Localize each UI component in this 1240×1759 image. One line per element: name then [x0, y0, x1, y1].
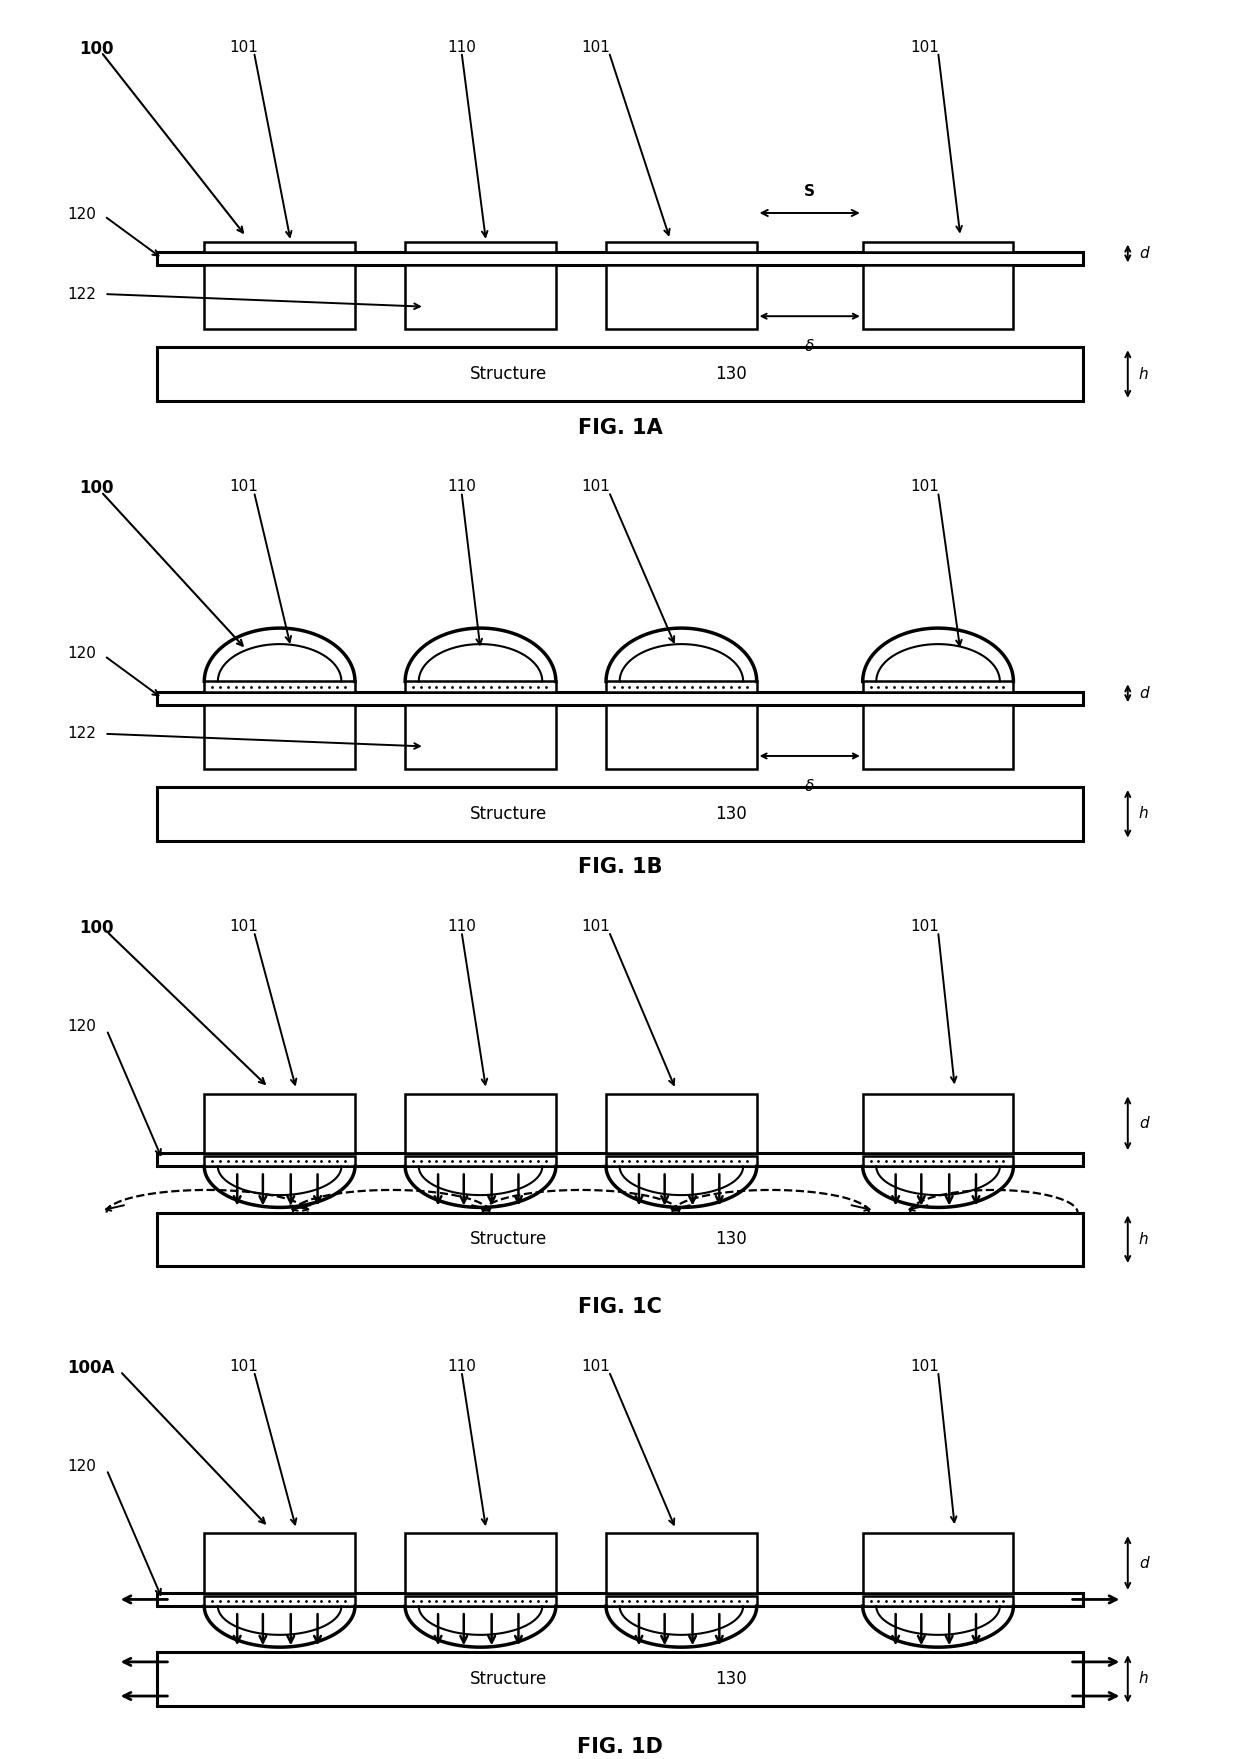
Text: 130: 130 — [715, 806, 746, 823]
Text: 101: 101 — [910, 918, 939, 934]
Bar — [205, 681, 355, 691]
Bar — [156, 1594, 1084, 1606]
Bar — [606, 705, 756, 769]
Text: 100: 100 — [79, 918, 113, 938]
Text: d: d — [1140, 686, 1148, 700]
Text: 110: 110 — [448, 1360, 476, 1374]
Text: h: h — [1140, 806, 1148, 821]
Bar — [863, 266, 1013, 329]
Bar — [863, 1595, 1013, 1606]
Text: 101: 101 — [229, 40, 258, 55]
Bar — [606, 241, 756, 252]
Text: 101: 101 — [580, 1360, 610, 1374]
Bar — [405, 705, 556, 769]
Text: 120: 120 — [67, 1458, 97, 1474]
Bar — [205, 1094, 355, 1154]
Bar — [606, 681, 756, 691]
Text: h: h — [1140, 1231, 1148, 1247]
Text: d: d — [1140, 1555, 1148, 1571]
Bar — [405, 1534, 556, 1594]
Text: 110: 110 — [448, 480, 476, 494]
Bar — [863, 1156, 1013, 1166]
Bar — [405, 681, 556, 691]
Bar — [156, 1154, 1084, 1166]
Text: Structure: Structure — [470, 1669, 548, 1689]
Bar — [205, 705, 355, 769]
Text: 100: 100 — [79, 480, 113, 498]
Bar — [205, 1595, 355, 1606]
Text: 101: 101 — [229, 918, 258, 934]
Text: δ: δ — [805, 339, 815, 354]
Text: 110: 110 — [448, 40, 476, 55]
Text: 122: 122 — [67, 726, 97, 741]
Bar — [205, 1534, 355, 1594]
Text: 101: 101 — [910, 1360, 939, 1374]
Text: Structure: Structure — [470, 806, 548, 823]
Text: δ: δ — [805, 779, 815, 793]
Text: 101: 101 — [229, 480, 258, 494]
Text: 101: 101 — [580, 480, 610, 494]
Bar — [156, 691, 1084, 705]
Bar — [863, 705, 1013, 769]
Text: 101: 101 — [229, 1360, 258, 1374]
Bar — [156, 348, 1084, 401]
Text: FIG. 1C: FIG. 1C — [578, 1296, 662, 1317]
Text: 100: 100 — [79, 40, 113, 58]
Bar — [205, 266, 355, 329]
Text: S: S — [805, 183, 815, 199]
Bar — [405, 1595, 556, 1606]
Text: 120: 120 — [67, 206, 97, 222]
Text: 130: 130 — [715, 1669, 746, 1689]
Bar — [606, 1156, 756, 1166]
Text: 101: 101 — [910, 40, 939, 55]
Bar — [606, 266, 756, 329]
Bar — [863, 1094, 1013, 1154]
Bar — [405, 266, 556, 329]
Text: d: d — [1140, 246, 1148, 260]
Text: FIG. 1A: FIG. 1A — [578, 417, 662, 438]
Text: FIG. 1B: FIG. 1B — [578, 857, 662, 878]
Text: 101: 101 — [910, 480, 939, 494]
Text: 110: 110 — [448, 918, 476, 934]
Bar — [606, 1534, 756, 1594]
Text: 130: 130 — [715, 366, 746, 383]
Bar — [405, 1094, 556, 1154]
Bar — [405, 241, 556, 252]
Bar — [405, 1156, 556, 1166]
Text: 130: 130 — [715, 1230, 746, 1249]
Bar — [156, 252, 1084, 266]
Text: 120: 120 — [67, 646, 97, 661]
Bar — [863, 241, 1013, 252]
Text: 101: 101 — [580, 918, 610, 934]
Bar — [606, 1094, 756, 1154]
Bar — [205, 241, 355, 252]
Bar — [606, 1595, 756, 1606]
Text: h: h — [1140, 366, 1148, 382]
Bar — [205, 1156, 355, 1166]
Text: 100A: 100A — [67, 1360, 115, 1377]
Text: 101: 101 — [580, 40, 610, 55]
Text: Structure: Structure — [470, 1230, 548, 1249]
Text: FIG. 1D: FIG. 1D — [577, 1736, 663, 1757]
Bar — [156, 1212, 1084, 1266]
Text: d: d — [1140, 1115, 1148, 1131]
Text: h: h — [1140, 1671, 1148, 1687]
Text: Structure: Structure — [470, 366, 548, 383]
Bar — [863, 1534, 1013, 1594]
Text: 120: 120 — [67, 1018, 97, 1034]
Bar — [156, 788, 1084, 841]
Text: 122: 122 — [67, 287, 97, 301]
Bar — [863, 681, 1013, 691]
Bar — [156, 1652, 1084, 1706]
